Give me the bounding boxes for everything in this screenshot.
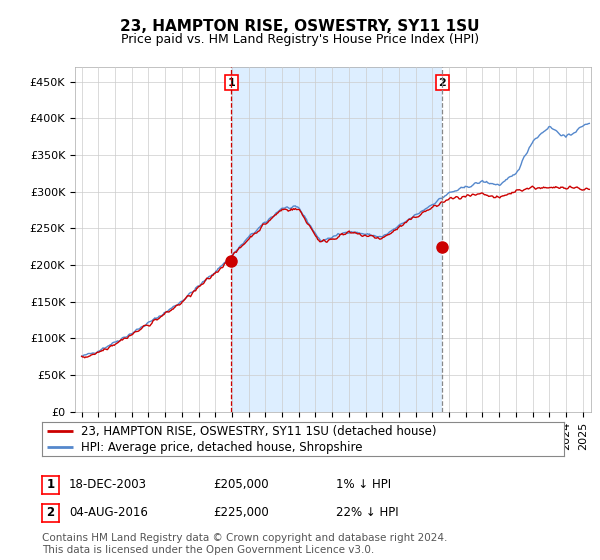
- Text: 1% ↓ HPI: 1% ↓ HPI: [336, 478, 391, 492]
- Text: 1: 1: [46, 478, 55, 492]
- Text: 23, HAMPTON RISE, OSWESTRY, SY11 1SU (detached house): 23, HAMPTON RISE, OSWESTRY, SY11 1SU (de…: [81, 424, 437, 437]
- Text: HPI: Average price, detached house, Shropshire: HPI: Average price, detached house, Shro…: [81, 441, 362, 454]
- Text: 2: 2: [46, 506, 55, 520]
- Text: Contains HM Land Registry data © Crown copyright and database right 2024.
This d: Contains HM Land Registry data © Crown c…: [42, 533, 448, 555]
- Text: 2: 2: [439, 78, 446, 88]
- Text: £225,000: £225,000: [213, 506, 269, 520]
- Text: 22% ↓ HPI: 22% ↓ HPI: [336, 506, 398, 520]
- Text: Price paid vs. HM Land Registry's House Price Index (HPI): Price paid vs. HM Land Registry's House …: [121, 32, 479, 46]
- Text: 1: 1: [227, 78, 235, 88]
- Text: 18-DEC-2003: 18-DEC-2003: [69, 478, 147, 492]
- Text: 04-AUG-2016: 04-AUG-2016: [69, 506, 148, 520]
- Text: 23, HAMPTON RISE, OSWESTRY, SY11 1SU: 23, HAMPTON RISE, OSWESTRY, SY11 1SU: [120, 20, 480, 34]
- Text: £205,000: £205,000: [213, 478, 269, 492]
- Bar: [232, 67, 442, 412]
